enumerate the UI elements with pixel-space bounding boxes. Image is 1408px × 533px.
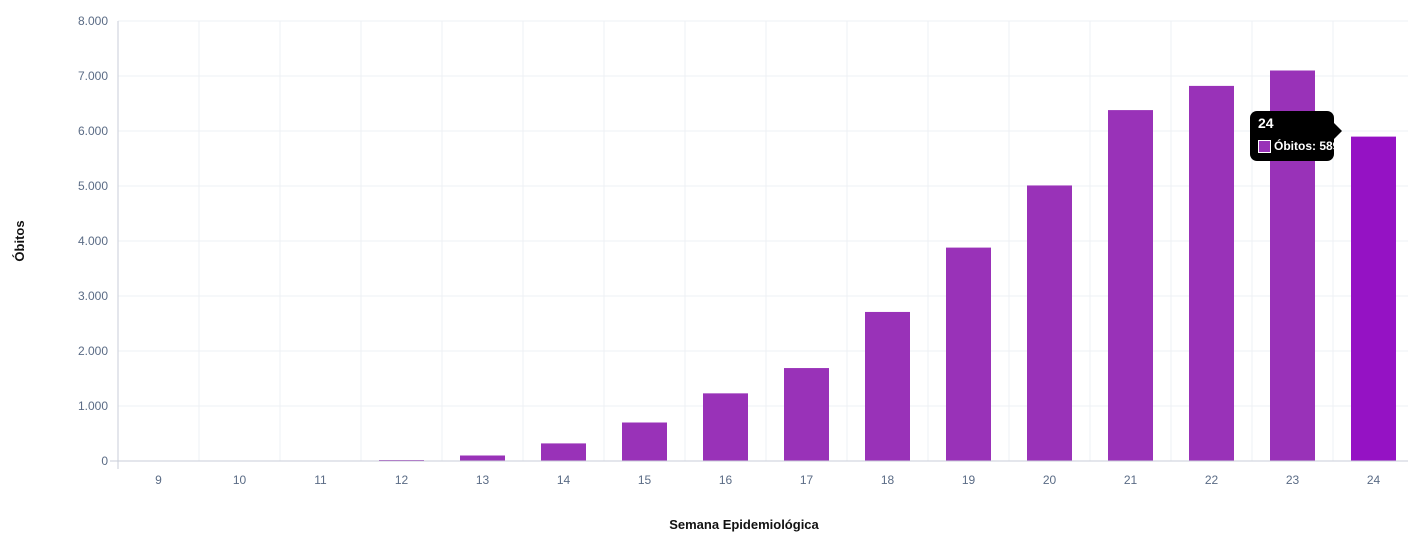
y-tick-label: 8.000 xyxy=(78,14,108,28)
x-tick-label: 15 xyxy=(638,473,652,487)
axis-layer: 0 1.000 2.000 3.000 4.000 5.000 6.000 7.000 8.00… xyxy=(78,14,1408,487)
y-tick-label: 0 xyxy=(101,454,108,468)
tooltip-arrow xyxy=(1334,123,1342,139)
y-axis-title: Óbitos xyxy=(12,220,27,261)
bar-week-24[interactable] xyxy=(1351,136,1396,462)
x-tick-label: 16 xyxy=(719,473,733,487)
tooltip-title: 24 xyxy=(1258,115,1274,131)
y-tick-label: 4.000 xyxy=(78,234,108,248)
tooltip: 24 Óbitos: 5898 xyxy=(1250,111,1346,161)
x-axis-title: Semana Epidemiológica xyxy=(669,517,819,532)
x-tick-label: 21 xyxy=(1124,473,1138,487)
x-tick-label: 20 xyxy=(1043,473,1057,487)
bars-layer xyxy=(379,70,1396,462)
x-tick-label: 24 xyxy=(1367,473,1381,487)
x-tick-label: 12 xyxy=(395,473,409,487)
x-tick-label: 18 xyxy=(881,473,895,487)
bar-week-16[interactable] xyxy=(703,393,748,461)
x-tick-label: 10 xyxy=(233,473,247,487)
bar-week-20[interactable] xyxy=(1027,185,1072,461)
x-tick-label: 13 xyxy=(476,473,490,487)
bar-week-14[interactable] xyxy=(541,443,586,461)
y-tick-label: 2.000 xyxy=(78,344,108,358)
tooltip-row: Óbitos: 5898 xyxy=(1258,139,1346,153)
y-tick-label: 7.000 xyxy=(78,69,108,83)
bar-week-17[interactable] xyxy=(784,368,829,461)
bar-week-18[interactable] xyxy=(865,311,910,461)
y-tick-label: 3.000 xyxy=(78,289,108,303)
bar-week-15[interactable] xyxy=(622,422,667,462)
x-tick-label: 19 xyxy=(962,473,976,487)
y-tick-label: 5.000 xyxy=(78,179,108,193)
bar-week-19[interactable] xyxy=(946,247,991,461)
x-tick-label: 23 xyxy=(1286,473,1300,487)
y-tick-label: 6.000 xyxy=(78,124,108,138)
x-tick-label: 9 xyxy=(155,473,162,487)
tooltip-swatch xyxy=(1258,139,1271,153)
x-tick-label: 22 xyxy=(1205,473,1219,487)
grid-layer xyxy=(117,20,1408,461)
x-tick-label: 11 xyxy=(314,473,327,487)
bar-week-13[interactable] xyxy=(460,455,505,462)
x-tick-label: 17 xyxy=(800,473,814,487)
bar-week-22[interactable] xyxy=(1189,85,1234,462)
tooltip-text: Óbitos: 5898 xyxy=(1274,139,1347,153)
y-tick-label: 1.000 xyxy=(78,399,108,413)
x-tick-label: 14 xyxy=(557,473,571,487)
bar-week-21[interactable] xyxy=(1108,110,1153,461)
